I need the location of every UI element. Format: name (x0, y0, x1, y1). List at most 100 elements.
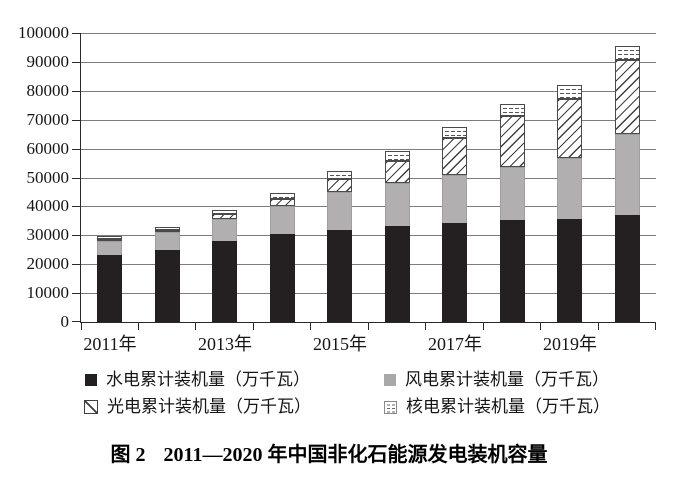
bar-segment-nuclear (327, 171, 353, 180)
bar-segment-solar (499, 116, 525, 167)
stacked-bar (557, 84, 583, 322)
bar-segment-hydro (269, 233, 295, 322)
bar-segment-wind (154, 232, 180, 250)
y-tick-label: 50000 (26, 167, 70, 187)
bar-segment-hydro (614, 215, 640, 322)
y-tick-label: 60000 (26, 138, 70, 158)
y-axis-tick (72, 33, 81, 34)
bar-segment-hydro (442, 222, 468, 322)
bar-segment-hydro (499, 219, 525, 322)
bar-segment-hydro (97, 254, 123, 322)
bar-segment-wind (269, 205, 295, 234)
bar-segment-nuclear (499, 103, 525, 117)
bar-segment-solar (269, 198, 295, 206)
x-axis-tick (482, 322, 484, 330)
bar-segment-solar (614, 60, 640, 134)
legend-item-wind: 风电累计装机量（万千瓦） (384, 370, 609, 390)
x-axis-tick (540, 322, 541, 330)
bar-segment-solar (442, 137, 468, 176)
bar-segment-nuclear (614, 46, 640, 61)
caption-number: 图 2 (110, 444, 146, 466)
stacked-bar (97, 235, 123, 322)
stacked-bar (154, 226, 180, 322)
y-axis-tick (72, 61, 81, 63)
bar-segment-wind (442, 175, 468, 223)
y-tick-label: 70000 (26, 109, 70, 129)
y-axis-tick (72, 177, 81, 179)
legend-label-wind: 风电累计装机量（万千瓦） (405, 370, 609, 389)
x-axis-tick (81, 322, 82, 330)
y-axis-tick (72, 206, 81, 208)
y-tick-label: 80000 (26, 80, 70, 100)
bar-segment-solar (97, 239, 123, 242)
x-axis-tick (425, 322, 426, 330)
bar-segment-hydro (384, 226, 410, 322)
bar-segment-solar (327, 179, 353, 192)
bar-segment-hydro (557, 218, 583, 322)
bar-segment-hydro (327, 229, 353, 322)
y-axis-tick (72, 119, 81, 121)
x-tick-label: 2013年 (198, 334, 252, 354)
bar-segment-nuclear (557, 84, 583, 99)
bar-segment-wind (499, 166, 525, 220)
bar-segment-wind (212, 219, 238, 242)
gridline (81, 61, 656, 63)
stacked-bar (384, 150, 410, 322)
y-axis-tick (72, 321, 81, 322)
legend-label-hydro: 水电累计装机量（万千瓦） (106, 370, 310, 389)
bar-segment-hydro (212, 241, 238, 322)
bar-segment-solar (557, 98, 583, 158)
bar-segment-wind (557, 157, 583, 219)
stacked-bar (269, 193, 295, 322)
x-tick-label: 2017年 (428, 334, 482, 354)
x-tick-label: 2011年 (83, 334, 137, 354)
x-axis-tick (655, 322, 656, 330)
stacked-bar (212, 210, 238, 322)
bar-segment-solar (212, 214, 238, 219)
gridline (81, 206, 656, 208)
x-axis-tick (367, 322, 369, 330)
y-tick-label: 90000 (26, 51, 70, 71)
x-axis-tick (310, 322, 311, 330)
x-axis-tick (137, 322, 139, 330)
gridline (81, 293, 656, 295)
bar-segment-nuclear (269, 193, 295, 199)
x-tick-label: 2019年 (543, 334, 597, 354)
y-axis-tick (72, 148, 81, 150)
stacked-bar (327, 171, 353, 322)
legend-label-nuclear: 核电累计装机量（万千瓦） (406, 397, 610, 416)
x-axis-tick (195, 322, 196, 330)
bar-segment-solar (384, 160, 410, 184)
x-axis-tick (252, 322, 254, 330)
legend-item-hydro: 水电累计装机量（万千瓦） (85, 370, 310, 390)
bar-segment-wind (384, 183, 410, 227)
bar-segment-nuclear (384, 150, 410, 161)
legend-item-nuclear: 核电累计装机量（万千瓦） (384, 397, 610, 417)
legend-label-solar: 光电累计装机量（万千瓦） (107, 397, 311, 416)
gridline (81, 177, 656, 179)
bar-segment-wind (614, 133, 640, 216)
y-axis-tick (72, 90, 81, 92)
bar-segment-nuclear (442, 127, 468, 138)
gridline (81, 148, 656, 150)
hydro-swatch-icon (85, 374, 97, 386)
stacked-bar (499, 103, 525, 322)
gridline (81, 90, 656, 92)
stacked-bar (614, 46, 640, 322)
bar-segment-nuclear (154, 226, 180, 231)
y-axis-tick (72, 264, 81, 266)
plot-area: 0 10000 20000 30000 40000 50000 60000 70000 8000… (18, 24, 656, 354)
x-axis-tick (597, 322, 599, 330)
legend-item-solar: 光电累计装机量（万千瓦） (84, 397, 311, 417)
bar-segment-nuclear (97, 235, 123, 240)
bar-segment-nuclear (212, 210, 238, 215)
gridline (81, 33, 656, 34)
y-tick-label: 40000 (26, 196, 70, 216)
nuclear-swatch-icon (384, 400, 397, 414)
gridline (81, 235, 656, 237)
y-tick-label: 30000 (26, 225, 70, 245)
bar-segment-wind (97, 241, 123, 255)
caption-text: 2011—2020 年中国非化石能源发电装机容量 (163, 444, 548, 466)
y-axis-tick (72, 293, 81, 295)
